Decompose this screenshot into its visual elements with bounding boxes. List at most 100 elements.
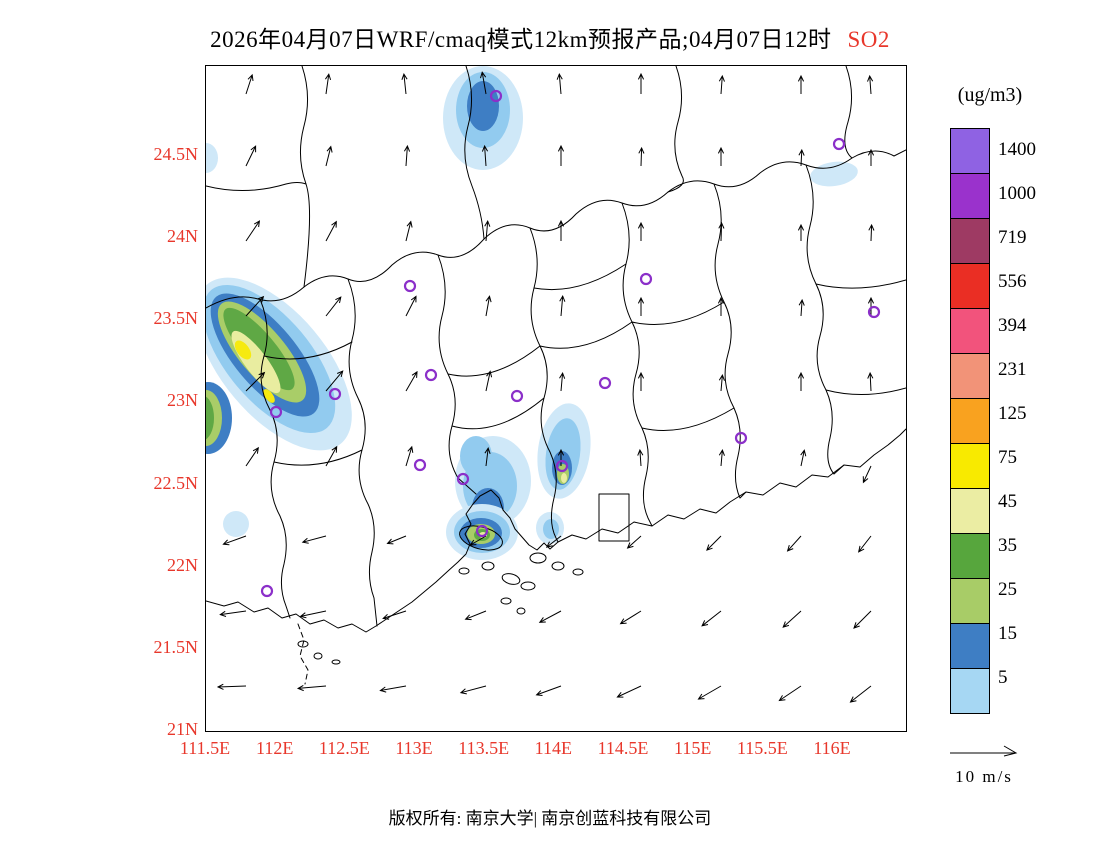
wind-arrow-icon (619, 610, 642, 625)
contour-fill-lb (460, 436, 492, 476)
colorbar-segment (951, 399, 989, 444)
wind-arrow-icon (301, 535, 327, 544)
station-marker-icon (475, 524, 489, 538)
wind-arrow-icon (484, 219, 491, 242)
wind-arrow-icon (800, 449, 807, 467)
wind-arrow-icon (325, 370, 344, 392)
wind-arrow-icon (485, 370, 493, 392)
contour-fill-pb (810, 161, 858, 187)
lat-tick-label: 23.5N (153, 308, 199, 329)
lon-tick-label: 112.5E (318, 738, 370, 758)
lon-tick-label: 113E (395, 738, 433, 758)
wind-arrow-icon (867, 371, 874, 392)
region-box (598, 493, 630, 542)
colorbar-segment (951, 624, 989, 669)
wind-arrow-icon (697, 685, 722, 700)
wind-arrow-icon (299, 610, 327, 619)
station-marker-icon (413, 458, 427, 472)
wind-arrow-icon (797, 74, 805, 94)
page-title: 2026年04月07日WRF/cmaq模式12km预报产品;04月07日12时 S… (0, 20, 1100, 54)
colorbar (950, 128, 990, 714)
colorbar-tick-label: 15 (998, 623, 1017, 644)
colorbar-tick-label: 394 (998, 315, 1027, 336)
wind-arrow-icon (245, 220, 261, 242)
lon-tick-label: 114.5E (597, 738, 649, 758)
station-marker-icon (424, 368, 438, 382)
colorbar-segment (951, 219, 989, 264)
wind-arrow-icon (717, 296, 725, 316)
wind-arrow-icon (616, 685, 642, 698)
wind-arrow-icon (557, 144, 565, 166)
station-marker-icon (555, 459, 569, 473)
contour-fill-pb (223, 511, 249, 537)
lat-tick-label: 21N (167, 718, 198, 739)
wind-arrow-icon (535, 685, 562, 696)
wind-arrow-icon (459, 685, 487, 695)
wind-arrow-icon (379, 685, 407, 693)
islands (297, 525, 584, 665)
lat-tick-label: 24.5N (153, 144, 199, 164)
colorbar-segment (951, 534, 989, 579)
station-marker-icon (489, 89, 503, 103)
contour-fill-yl (263, 389, 275, 403)
colorbar-tick-label: 719 (998, 227, 1027, 248)
north-border (206, 149, 906, 309)
station-marker-icon (269, 405, 283, 419)
wind-arrow-icon (222, 535, 247, 546)
wind-arrow-icon (797, 371, 805, 391)
colorbar-tick-label: 231 (998, 359, 1027, 380)
wind-arrow-icon (480, 71, 487, 95)
colorbar-segment (951, 444, 989, 489)
wind-arrow-icon (538, 610, 562, 623)
wind-arrow-icon (718, 448, 725, 467)
colorbar-tick-label: 5 (998, 667, 1008, 688)
contour-fill-lb (543, 519, 559, 539)
dashed-line (297, 623, 309, 685)
wind-arrow-icon (559, 294, 566, 317)
wind-arrow-icon (469, 535, 487, 546)
wind-arrow-icon (245, 145, 257, 167)
contour-fill-py (561, 473, 567, 483)
wind-arrow-icon (797, 223, 805, 241)
colorbar-segment (951, 669, 989, 713)
wind-arrow-icon (464, 610, 487, 621)
wind-arrow-icon (782, 610, 802, 628)
lat-tick-label: 21.5N (153, 636, 199, 657)
station-marker-icon (260, 584, 274, 598)
wind-arrow-icon (245, 73, 254, 95)
wind-arrow-icon (637, 371, 645, 391)
colorbar-unit-label: (ug/m3) (957, 84, 1023, 106)
station-marker-icon (639, 272, 653, 286)
wind-arrow-icon (324, 73, 332, 95)
wind-arrow-icon (867, 148, 875, 166)
wind-arrow-icon (245, 446, 259, 467)
wind-arrow-icon (325, 220, 337, 242)
wind-arrow-icon (401, 72, 408, 95)
wind-arrow-icon (637, 72, 645, 94)
colorbar-segment (951, 354, 989, 399)
wind-arrow-icon (853, 610, 872, 629)
wind-arrow-icon (405, 445, 414, 467)
wind-arrow-icon (626, 535, 642, 549)
wind-arrow-icon (718, 74, 725, 95)
contour-fill-pb (206, 143, 218, 173)
wind-arrow-icon (382, 610, 407, 620)
lon-tick-label: 112E (255, 738, 294, 758)
wind-arrow-icon (862, 465, 872, 484)
contour-fill-yl (234, 340, 252, 360)
colorbar-segment (951, 174, 989, 219)
colorbar-labels: 1400 1000 719 556 394 231 125 75 45 35 25 15 5 (998, 128, 1078, 700)
wind-arrow-icon (481, 144, 489, 167)
wind-arrow-icon (219, 610, 247, 617)
wind-arrow-icon (557, 448, 565, 466)
colorbar-tick-label: 35 (998, 535, 1017, 556)
wind-arrow-icon (717, 146, 725, 166)
wind-arrow-icon (296, 684, 327, 692)
station-marker-icon (403, 279, 417, 293)
lon-tick-label: 113.5E (458, 738, 510, 758)
wind-arrow-icon (786, 535, 802, 552)
pollutant-label: SO2 (847, 27, 890, 52)
lon-tick-label: 114E (534, 738, 572, 758)
station-marker-icon (328, 387, 342, 401)
